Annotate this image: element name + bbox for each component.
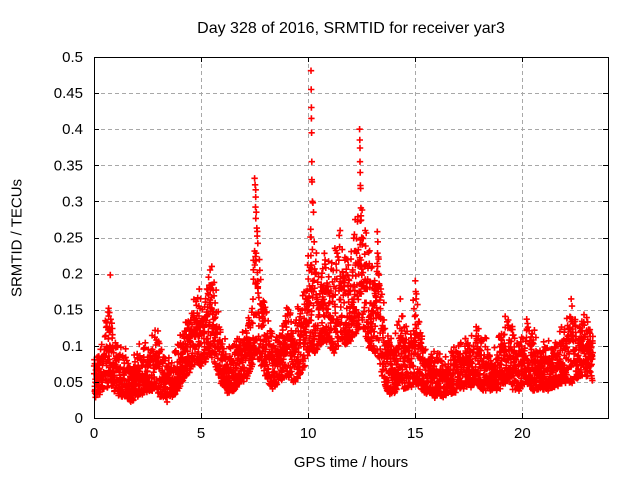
y-tick-label: 0 <box>75 410 83 427</box>
y-tick-label: 0.05 <box>54 374 83 391</box>
x-axis-label: GPS time / hours <box>293 454 409 471</box>
chart-title: Day 328 of 2016, SRMTID for receiver yar… <box>197 20 505 37</box>
y-tick-label: 0.25 <box>54 230 83 247</box>
y-tick-label: 0.1 <box>62 338 83 355</box>
y-tick-label: 0.45 <box>54 85 83 102</box>
y-tick-label: 0.2 <box>62 266 83 283</box>
y-tick-label: 0.35 <box>54 157 83 174</box>
x-tick-label: 10 <box>300 425 317 442</box>
y-tick-label: 0.15 <box>54 302 83 319</box>
x-tick-label: 0 <box>90 425 98 442</box>
data-points <box>90 67 596 406</box>
x-tick-label: 20 <box>514 425 531 442</box>
x-tick-label: 5 <box>197 425 205 442</box>
y-tick-label: 0.3 <box>62 193 83 210</box>
y-tick-label: 0.4 <box>62 121 83 138</box>
axis-ticks <box>94 57 608 419</box>
plot-border <box>94 57 609 419</box>
y-tick-label: 0.5 <box>62 49 83 66</box>
x-tick-label: 15 <box>407 425 424 442</box>
